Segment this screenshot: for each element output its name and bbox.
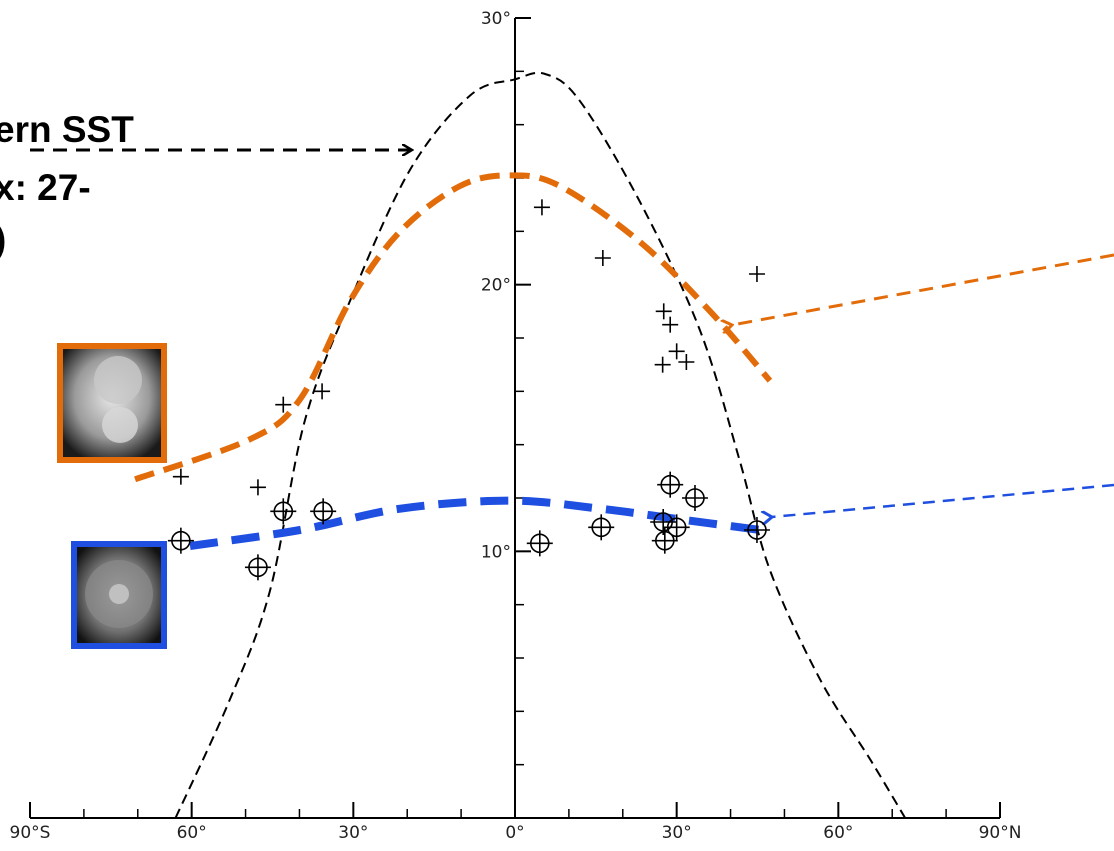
marker bbox=[652, 528, 678, 554]
slide: ern SST x: 27- ) 90°S 60° 30° 0° 30° 60° 90°N 1… bbox=[0, 0, 1114, 851]
marker bbox=[656, 303, 672, 319]
marker bbox=[173, 469, 189, 485]
x-tick-label: 30° bbox=[662, 823, 692, 843]
x-tick-label: 60° bbox=[177, 823, 207, 843]
marker bbox=[595, 250, 611, 266]
marker bbox=[662, 317, 678, 333]
x-tick-label: 60° bbox=[823, 823, 853, 843]
annotation: ern SST bbox=[0, 109, 134, 150]
marker bbox=[678, 354, 694, 370]
curve bbox=[176, 73, 906, 818]
marker bbox=[669, 343, 685, 359]
marker bbox=[270, 498, 296, 524]
marker bbox=[744, 517, 770, 543]
marker bbox=[250, 479, 266, 495]
marker bbox=[655, 357, 671, 373]
arrow bbox=[772, 485, 1114, 517]
x-tick-label: 0° bbox=[505, 823, 524, 843]
y-tick-label: 30° bbox=[481, 9, 511, 29]
foram-image-orange bbox=[60, 346, 164, 460]
x-tick-label: 90°S bbox=[10, 823, 51, 843]
y-tick-label: 20° bbox=[481, 276, 511, 296]
curve bbox=[135, 175, 770, 479]
marker bbox=[588, 514, 614, 540]
annotation: ) bbox=[0, 219, 6, 260]
x-tick-label: 90°N bbox=[979, 823, 1022, 843]
arrow bbox=[732, 255, 1114, 325]
marker bbox=[534, 199, 550, 215]
marker bbox=[682, 485, 708, 511]
marker bbox=[657, 472, 683, 498]
x-tick-label: 30° bbox=[338, 823, 368, 843]
marker bbox=[749, 266, 765, 282]
foram-image-blue bbox=[74, 544, 164, 646]
marker bbox=[168, 528, 194, 554]
marker bbox=[275, 397, 291, 413]
marker bbox=[527, 530, 553, 556]
y-tick-label: 10° bbox=[481, 542, 511, 562]
marker bbox=[245, 554, 271, 580]
annotation: x: 27- bbox=[0, 167, 91, 208]
